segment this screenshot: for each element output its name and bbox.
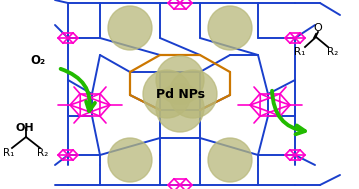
Circle shape (108, 138, 152, 182)
Text: R₁: R₁ (294, 47, 306, 57)
Text: R₁: R₁ (3, 148, 15, 158)
Text: OH: OH (16, 123, 34, 133)
Circle shape (156, 84, 204, 132)
Text: R₂: R₂ (327, 47, 339, 57)
Text: O₂: O₂ (31, 53, 46, 67)
Circle shape (143, 70, 191, 118)
Circle shape (108, 6, 152, 50)
Circle shape (208, 6, 252, 50)
Text: R₂: R₂ (37, 148, 48, 158)
Text: Pd NPs: Pd NPs (155, 88, 205, 101)
Circle shape (208, 138, 252, 182)
Circle shape (156, 56, 204, 104)
Text: O: O (314, 23, 322, 33)
Circle shape (169, 70, 217, 118)
